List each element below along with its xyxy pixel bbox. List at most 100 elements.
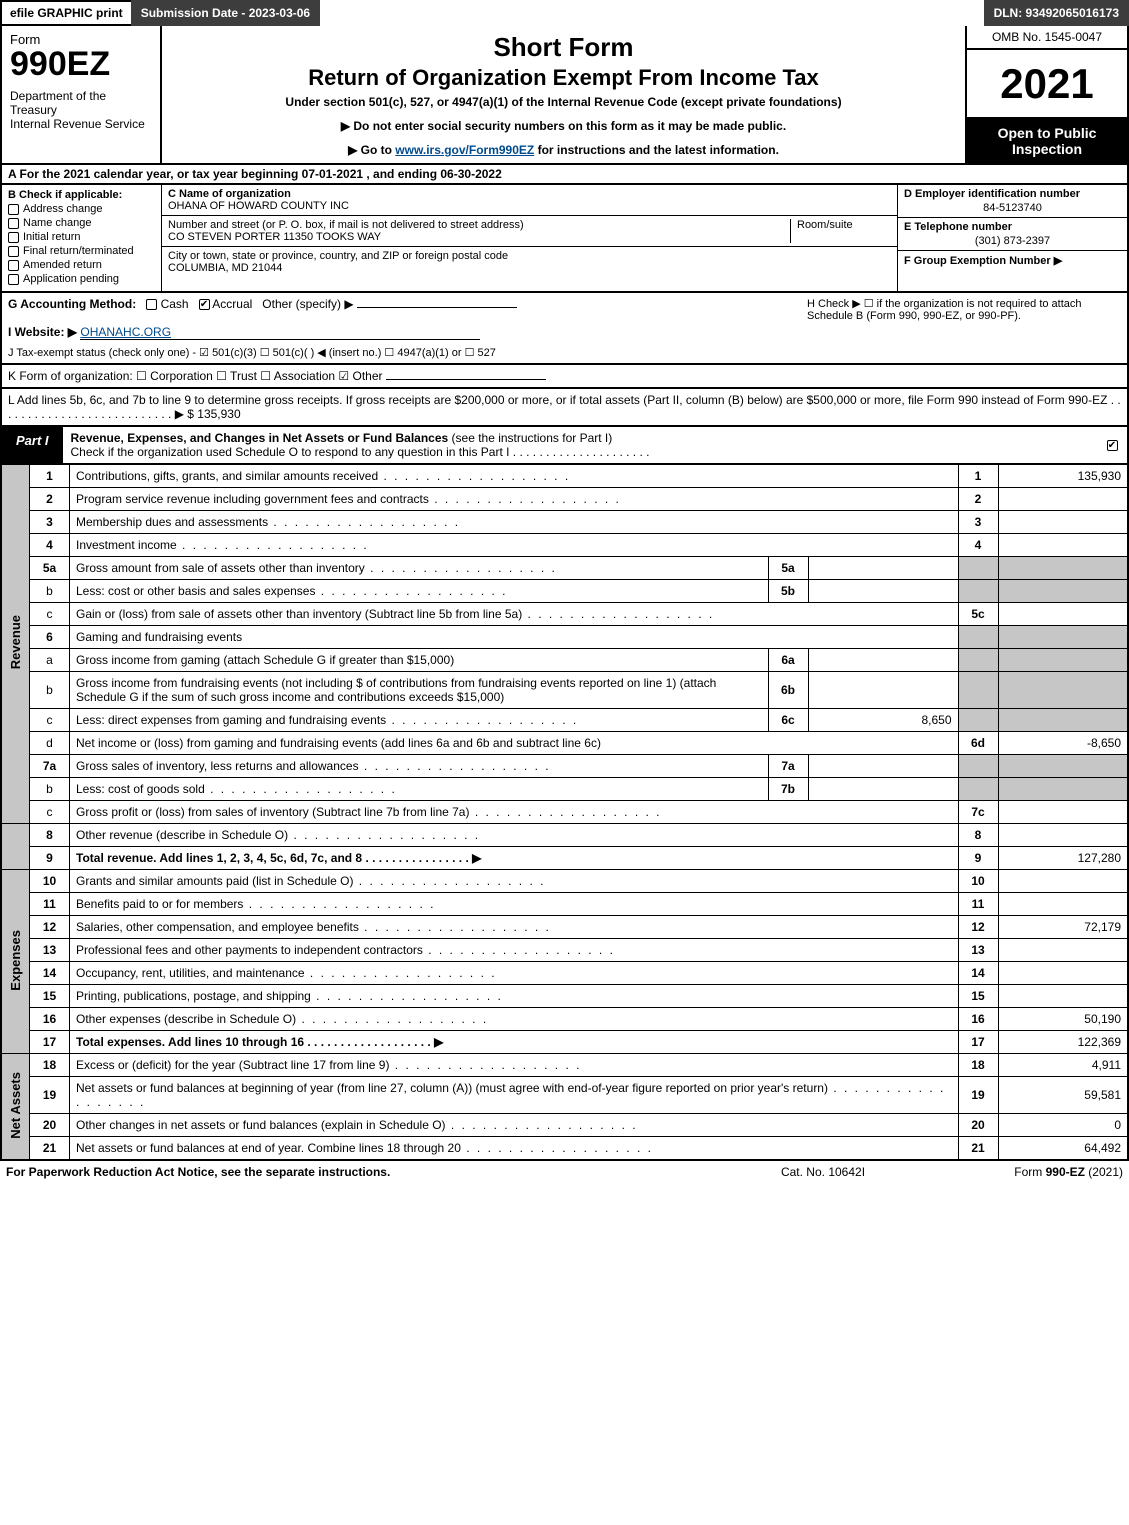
ein-value: 84-5123740	[904, 200, 1121, 214]
form-number: 990EZ	[10, 47, 152, 81]
line-6d-desc: Net income or (loss) from gaming and fun…	[70, 732, 959, 755]
department-label: Department of the Treasury Internal Reve…	[10, 89, 152, 131]
line-7c-value	[998, 801, 1128, 824]
submission-date: Submission Date - 2023-03-06	[131, 0, 320, 26]
line-21-value: 64,492	[998, 1137, 1128, 1161]
line-6b-desc: Gross income from fundraising events (no…	[70, 672, 769, 709]
line-18-desc: Excess or (deficit) for the year (Subtra…	[70, 1054, 959, 1077]
subtitle: Under section 501(c), 527, or 4947(a)(1)…	[172, 95, 955, 109]
line-20-desc: Other changes in net assets or fund bala…	[70, 1114, 959, 1137]
line-19-desc: Net assets or fund balances at beginning…	[70, 1077, 959, 1114]
omb-number: OMB No. 1545-0047	[967, 26, 1127, 50]
line-6d-value: -8,650	[998, 732, 1128, 755]
footer-left: For Paperwork Reduction Act Notice, see …	[6, 1165, 723, 1179]
accrual-checkbox[interactable]	[199, 299, 210, 310]
section-b-through-f: B Check if applicable: Address change Na…	[0, 185, 1129, 293]
cash-checkbox[interactable]	[146, 299, 157, 310]
chk-amended-return[interactable]: Amended return	[8, 259, 155, 271]
line-13-value	[998, 939, 1128, 962]
line-20-value: 0	[998, 1114, 1128, 1137]
gross-receipts-value: 135,930	[197, 407, 240, 421]
line-6b-value	[808, 672, 958, 709]
street-row: Number and street (or P. O. box, if mail…	[162, 216, 897, 247]
box-d: D Employer identification number 84-5123…	[898, 185, 1127, 218]
line-8-value	[998, 824, 1128, 847]
org-name-row: C Name of organization OHANA OF HOWARD C…	[162, 185, 897, 216]
line-6c-desc: Less: direct expenses from gaming and fu…	[70, 709, 769, 732]
header-right: OMB No. 1545-0047 2021 Open to Public In…	[967, 26, 1127, 163]
header-center: Short Form Return of Organization Exempt…	[162, 26, 967, 163]
box-b-label: B Check if applicable:	[8, 189, 155, 201]
line-5c-value	[998, 603, 1128, 626]
box-f: F Group Exemption Number ▶	[898, 251, 1127, 291]
line-1-value: 135,930	[998, 465, 1128, 488]
efile-print-button[interactable]: efile GRAPHIC print	[0, 0, 131, 26]
room-suite: Room/suite	[791, 219, 891, 243]
line-i: I Website: ▶ OHANAHC.ORG	[8, 325, 1121, 340]
line-l: L Add lines 5b, 6c, and 7b to line 9 to …	[0, 389, 1129, 427]
part-1-header: Part I Revenue, Expenses, and Changes in…	[0, 427, 1129, 465]
line-7a-desc: Gross sales of inventory, less returns a…	[70, 755, 769, 778]
dln: DLN: 93492065016173	[984, 0, 1129, 26]
box-e: E Telephone number (301) 873-2397	[898, 218, 1127, 251]
line-11-desc: Benefits paid to or for members	[70, 893, 959, 916]
expenses-side-label: Expenses	[1, 870, 30, 1054]
line-4-value	[998, 534, 1128, 557]
part-1-table: Revenue 1 Contributions, gifts, grants, …	[0, 465, 1129, 1161]
line-14-desc: Occupancy, rent, utilities, and maintena…	[70, 962, 959, 985]
line-a: A For the 2021 calendar year, or tax yea…	[0, 165, 1129, 185]
line-3-value	[998, 511, 1128, 534]
line-10-desc: Grants and similar amounts paid (list in…	[70, 870, 959, 893]
city-row: City or town, state or province, country…	[162, 247, 897, 277]
org-street: CO STEVEN PORTER 11350 TOOKS WAY	[168, 231, 784, 243]
line-10-value	[998, 870, 1128, 893]
line-9-value: 127,280	[998, 847, 1128, 870]
line-14-value	[998, 962, 1128, 985]
footer-catalog: Cat. No. 10642I	[723, 1165, 923, 1179]
line-7c-desc: Gross profit or (loss) from sales of inv…	[70, 801, 959, 824]
website-link[interactable]: OHANAHC.ORG	[80, 325, 480, 340]
line-21-desc: Net assets or fund balances at end of ye…	[70, 1137, 959, 1161]
box-b: B Check if applicable: Address change Na…	[2, 185, 162, 291]
line-5a-value	[808, 557, 958, 580]
line-6a-desc: Gross income from gaming (attach Schedul…	[70, 649, 769, 672]
line-11-value	[998, 893, 1128, 916]
line-9-desc: Total revenue. Add lines 1, 2, 3, 4, 5c,…	[70, 847, 959, 870]
line-16-value: 50,190	[998, 1008, 1128, 1031]
other-org-input[interactable]	[386, 379, 546, 380]
line-k: K Form of organization: ☐ Corporation ☐ …	[0, 365, 1129, 389]
line-3-desc: Membership dues and assessments	[70, 511, 959, 534]
box-c: C Name of organization OHANA OF HOWARD C…	[162, 185, 897, 291]
line-7a-value	[808, 755, 958, 778]
chk-final-return[interactable]: Final return/terminated	[8, 245, 155, 257]
org-name: OHANA OF HOWARD COUNTY INC	[168, 200, 891, 212]
phone-value: (301) 873-2397	[904, 233, 1121, 247]
line-19-value: 59,581	[998, 1077, 1128, 1114]
chk-initial-return[interactable]: Initial return	[8, 231, 155, 243]
short-form-title: Short Form	[172, 32, 955, 63]
org-city: COLUMBIA, MD 21044	[168, 262, 891, 274]
part-1-tag: Part I	[2, 427, 63, 463]
other-method-input[interactable]	[357, 307, 517, 308]
tax-year: 2021	[967, 50, 1127, 119]
line-j: J Tax-exempt status (check only one) - ☑…	[8, 346, 1121, 359]
page-footer: For Paperwork Reduction Act Notice, see …	[0, 1161, 1129, 1183]
line-12-desc: Salaries, other compensation, and employ…	[70, 916, 959, 939]
line-6-desc: Gaming and fundraising events	[70, 626, 959, 649]
part-1-checkbox[interactable]	[1097, 427, 1127, 463]
line-4-desc: Investment income	[70, 534, 959, 557]
chk-application-pending[interactable]: Application pending	[8, 273, 155, 285]
line-h: H Check ▶ ☐ if the organization is not r…	[807, 297, 1117, 322]
chk-address-change[interactable]: Address change	[8, 203, 155, 215]
line-6a-value	[808, 649, 958, 672]
form-header: Form 990EZ Department of the Treasury In…	[0, 26, 1129, 165]
line-16-desc: Other expenses (describe in Schedule O)	[70, 1008, 959, 1031]
line-1-desc: Contributions, gifts, grants, and simila…	[70, 465, 959, 488]
line-18-value: 4,911	[998, 1054, 1128, 1077]
line-2-value	[998, 488, 1128, 511]
irs-link[interactable]: www.irs.gov/Form990EZ	[395, 143, 534, 157]
line-5c-desc: Gain or (loss) from sale of assets other…	[70, 603, 959, 626]
line-6c-value: 8,650	[808, 709, 958, 732]
chk-name-change[interactable]: Name change	[8, 217, 155, 229]
footer-right: Form 990-EZ (2021)	[923, 1165, 1123, 1179]
